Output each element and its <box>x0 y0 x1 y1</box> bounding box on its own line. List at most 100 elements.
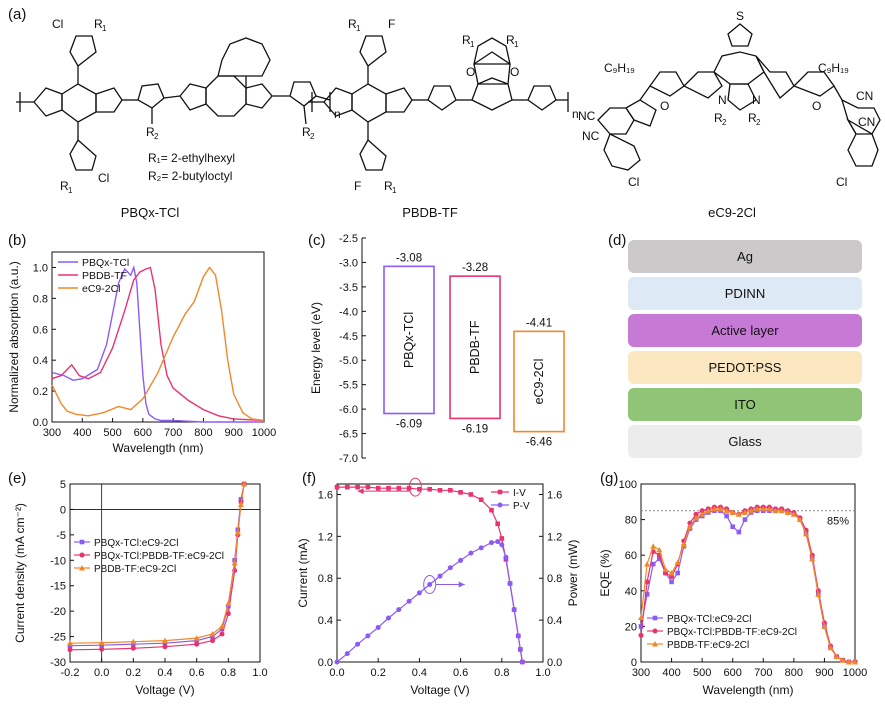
chart-e-point-2-10 <box>238 501 244 507</box>
svg-text:1: 1 <box>68 186 73 195</box>
chart-g-point-1-10 <box>699 508 705 514</box>
chart-g-ytick-label: 80 <box>625 515 637 527</box>
chart-f-ylabel: Current (mA) <box>296 538 310 607</box>
molecule-pbdb-tf-drawing <box>308 35 569 171</box>
chart-g-point-1-9 <box>693 511 699 517</box>
chart-f-point-0-11 <box>448 487 453 493</box>
chart-f-y2tick-label: 0.0 <box>547 657 562 669</box>
chart-e-point-2-3 <box>162 637 168 644</box>
chart-f-point-0-9 <box>427 486 432 492</box>
chart-b-xtick-label: 700 <box>164 427 182 439</box>
chart-g-point-2-1 <box>644 561 651 567</box>
chart-c-ylabel: Energy level (eV) <box>309 302 323 394</box>
chart-g-point-0-5 <box>669 579 674 585</box>
chart-g-legend-marker-0 <box>652 615 658 621</box>
chart-f-point-0-15 <box>489 507 494 513</box>
chart-g-xtick-label: 700 <box>754 667 772 679</box>
m2-o1: O <box>466 65 475 79</box>
m3-r2b: R <box>748 111 757 125</box>
chart-e-point-0-0 <box>67 643 73 649</box>
chart-g-point-2-26 <box>796 516 803 523</box>
chart-e-point-2-8 <box>231 559 238 566</box>
chart-f-y2tick-label: 0.4 <box>547 615 562 627</box>
chart-g-point-2-27 <box>803 530 810 537</box>
chart-b-series-0 <box>51 265 264 423</box>
chart-g-point-2-18 <box>748 507 755 514</box>
chart-f-xtick-label: 0.2 <box>371 667 386 679</box>
chart-c-lumo-label-0: -3.08 <box>396 252 422 264</box>
chart-f-point-1-3 <box>365 633 371 639</box>
chart-c-ytick-label: -5.0 <box>339 355 358 367</box>
chart-c-ytick-label: -6.5 <box>339 429 358 441</box>
chart-e-point-0-2 <box>131 641 136 647</box>
chart-g-ytick-label: 40 <box>625 586 637 598</box>
chart-c-ytick-label: -2.5 <box>339 233 358 245</box>
chart-e-ytick-label: -20 <box>50 606 66 618</box>
chart-g-point-2-32 <box>833 653 840 660</box>
chart-c-lumo-label-2: -4.41 <box>526 317 552 329</box>
chart-b-legend-label-1: PBDB-TF <box>82 270 127 282</box>
chart-e-point-2-9 <box>234 529 241 535</box>
chart-f-y2tick-label: 1.2 <box>547 531 562 543</box>
chart-e-ytick-label: -30 <box>50 657 66 669</box>
chart-c-lumo-label-1: -3.28 <box>462 262 488 274</box>
chart-e-point-1-5 <box>210 638 215 644</box>
chart-e-jv: -0.2 0.0 0.2 0.4 0.6 0.8 1.0 5 0 -5 -10 -15 -20 -25 -3… <box>13 479 268 697</box>
chart-e-point-2-5 <box>209 631 216 637</box>
chart-g-point-2-31 <box>827 644 834 651</box>
chart-g-point-0-6 <box>675 570 680 576</box>
chart-b-xtick-label: 500 <box>103 427 121 439</box>
chart-e-point-1-6 <box>219 631 225 637</box>
m1-n: n <box>334 107 341 121</box>
chart-g-point-0-16 <box>736 529 742 535</box>
chart-g-point-0-15 <box>730 524 736 530</box>
chart-c-homo-label-2: -6.46 <box>526 437 552 449</box>
panel-label-g: (g) <box>600 470 619 487</box>
chart-e-ytick-label: 0 <box>60 504 66 516</box>
chart-g-point-1-0 <box>638 632 644 638</box>
chart-e-point-2-7 <box>225 600 232 607</box>
m3-o2: O <box>812 99 821 113</box>
chart-g-reference-label: 85% <box>827 516 849 528</box>
chart-e-point-0-6 <box>219 626 225 632</box>
chart-g-point-2-8 <box>686 523 693 530</box>
chart-e-point-2-4 <box>193 635 200 641</box>
chart-g-point-2-4 <box>662 566 669 572</box>
molecule-name-pbqx-tcl: PBQx-TCl <box>120 205 180 220</box>
panel-label-a: (a) <box>8 6 27 23</box>
chart-c-ytick-label: -4.5 <box>339 331 358 343</box>
chart-g-point-2-35 <box>852 659 858 665</box>
chart-g-point-0-3 <box>657 556 662 562</box>
panel-label-f: (f) <box>302 470 317 487</box>
chart-e-ytick-label: -15 <box>50 581 66 593</box>
svg-text:1: 1 <box>392 186 397 195</box>
m2-r1-c: R <box>462 33 471 47</box>
chart-f-point-1-15 <box>489 540 494 546</box>
m3-nc1: NC <box>578 109 596 123</box>
svg-text:2: 2 <box>154 132 159 141</box>
chart-g-point-2-11 <box>705 507 712 514</box>
m3-r2a: R <box>714 111 723 125</box>
chart-e-xtick-label: 0.0 <box>94 667 109 679</box>
m1-r2-b: R <box>302 125 311 139</box>
chart-b-legend-label-2: eC9-2Cl <box>82 283 121 295</box>
chart-g-frame <box>640 483 856 663</box>
chart-b-ylabel: Normalized absorption (a.u.) <box>7 261 21 412</box>
chart-f-y2tick-label: 1.6 <box>547 489 562 501</box>
chart-b-ytick-label: 0.4 <box>33 355 48 367</box>
chart-f-legend-marker-0 <box>497 489 503 495</box>
chart-f-point-1-14 <box>478 545 484 551</box>
chart-f-point-0-13 <box>468 492 474 497</box>
m2-f-top: F <box>388 17 395 31</box>
chart-f-point-1-22 <box>517 646 523 652</box>
chart-f-point-1-0 <box>334 659 340 665</box>
chart-b-ytick-label: 0.2 <box>33 386 48 398</box>
m3-nc2: NC <box>582 129 600 143</box>
panel-label-e: (e) <box>8 470 27 487</box>
chart-f-pv-arrowhead <box>458 581 465 588</box>
m1-cl-top: Cl <box>52 17 63 31</box>
chart-b-xtick-label: 600 <box>134 427 152 439</box>
chart-f-xtick-label: 0.4 <box>412 667 427 679</box>
chart-g-xtick-label: 800 <box>785 667 803 679</box>
m3-cl1: Cl <box>628 175 639 189</box>
